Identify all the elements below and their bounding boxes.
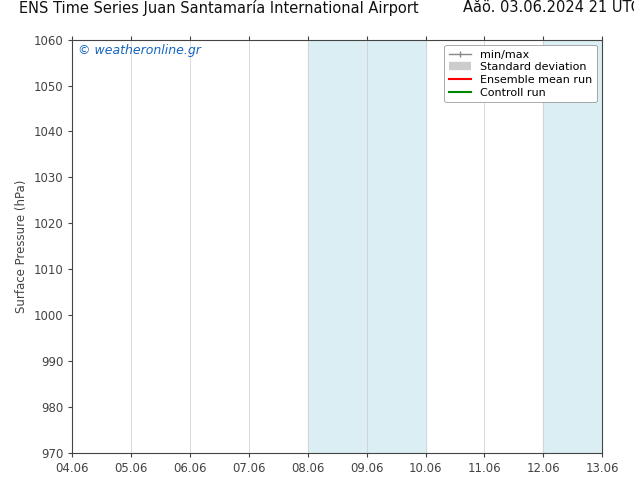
- Text: ENS Time Series Juan Santamaría International Airport: ENS Time Series Juan Santamaría Internat…: [19, 0, 418, 16]
- Text: Äåö. 03.06.2024 21 UTC: Äåö. 03.06.2024 21 UTC: [463, 0, 634, 15]
- Bar: [366, 40, 425, 453]
- Y-axis label: Surface Pressure (hPa): Surface Pressure (hPa): [15, 180, 28, 313]
- Legend: min/max, Standard deviation, Ensemble mean run, Controll run: min/max, Standard deviation, Ensemble me…: [444, 45, 597, 102]
- Text: © weatheronline.gr: © weatheronline.gr: [77, 44, 200, 57]
- Bar: [308, 40, 366, 453]
- Bar: [543, 40, 602, 453]
